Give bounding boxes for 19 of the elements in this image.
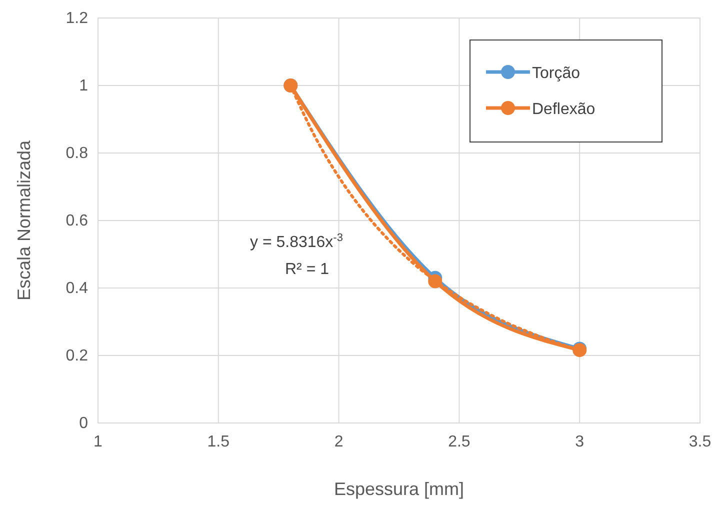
legend-label: Deflexão <box>532 101 596 118</box>
y-tick-label: 0.6 <box>66 212 88 230</box>
y-tick-label: 1 <box>79 78 88 95</box>
y-tick-label: 0.4 <box>66 280 88 298</box>
x-tick-label: 1.5 <box>207 433 230 450</box>
y-tick-label: 0.2 <box>66 348 88 365</box>
x-tick-label: 3 <box>575 433 584 450</box>
y-axis-title: Escala Normalizada <box>14 139 34 301</box>
legend-label: Torção <box>532 65 580 82</box>
x-tick-label: 2.5 <box>448 433 470 450</box>
y-tick-label: 0 <box>79 415 88 432</box>
y-tick-label: 1.2 <box>66 10 88 28</box>
y-tick-label: 0.8 <box>66 145 88 162</box>
x-tick-label: 2 <box>334 433 344 450</box>
x-tick-label: 1 <box>94 433 103 450</box>
annotation: R² = 1 <box>285 261 330 278</box>
x-axis-title: Espessura [mm] <box>334 479 464 499</box>
x-tick-label: 3.5 <box>688 433 712 450</box>
annotation: y = 5.8316x$^{-3}$ <box>250 232 343 251</box>
